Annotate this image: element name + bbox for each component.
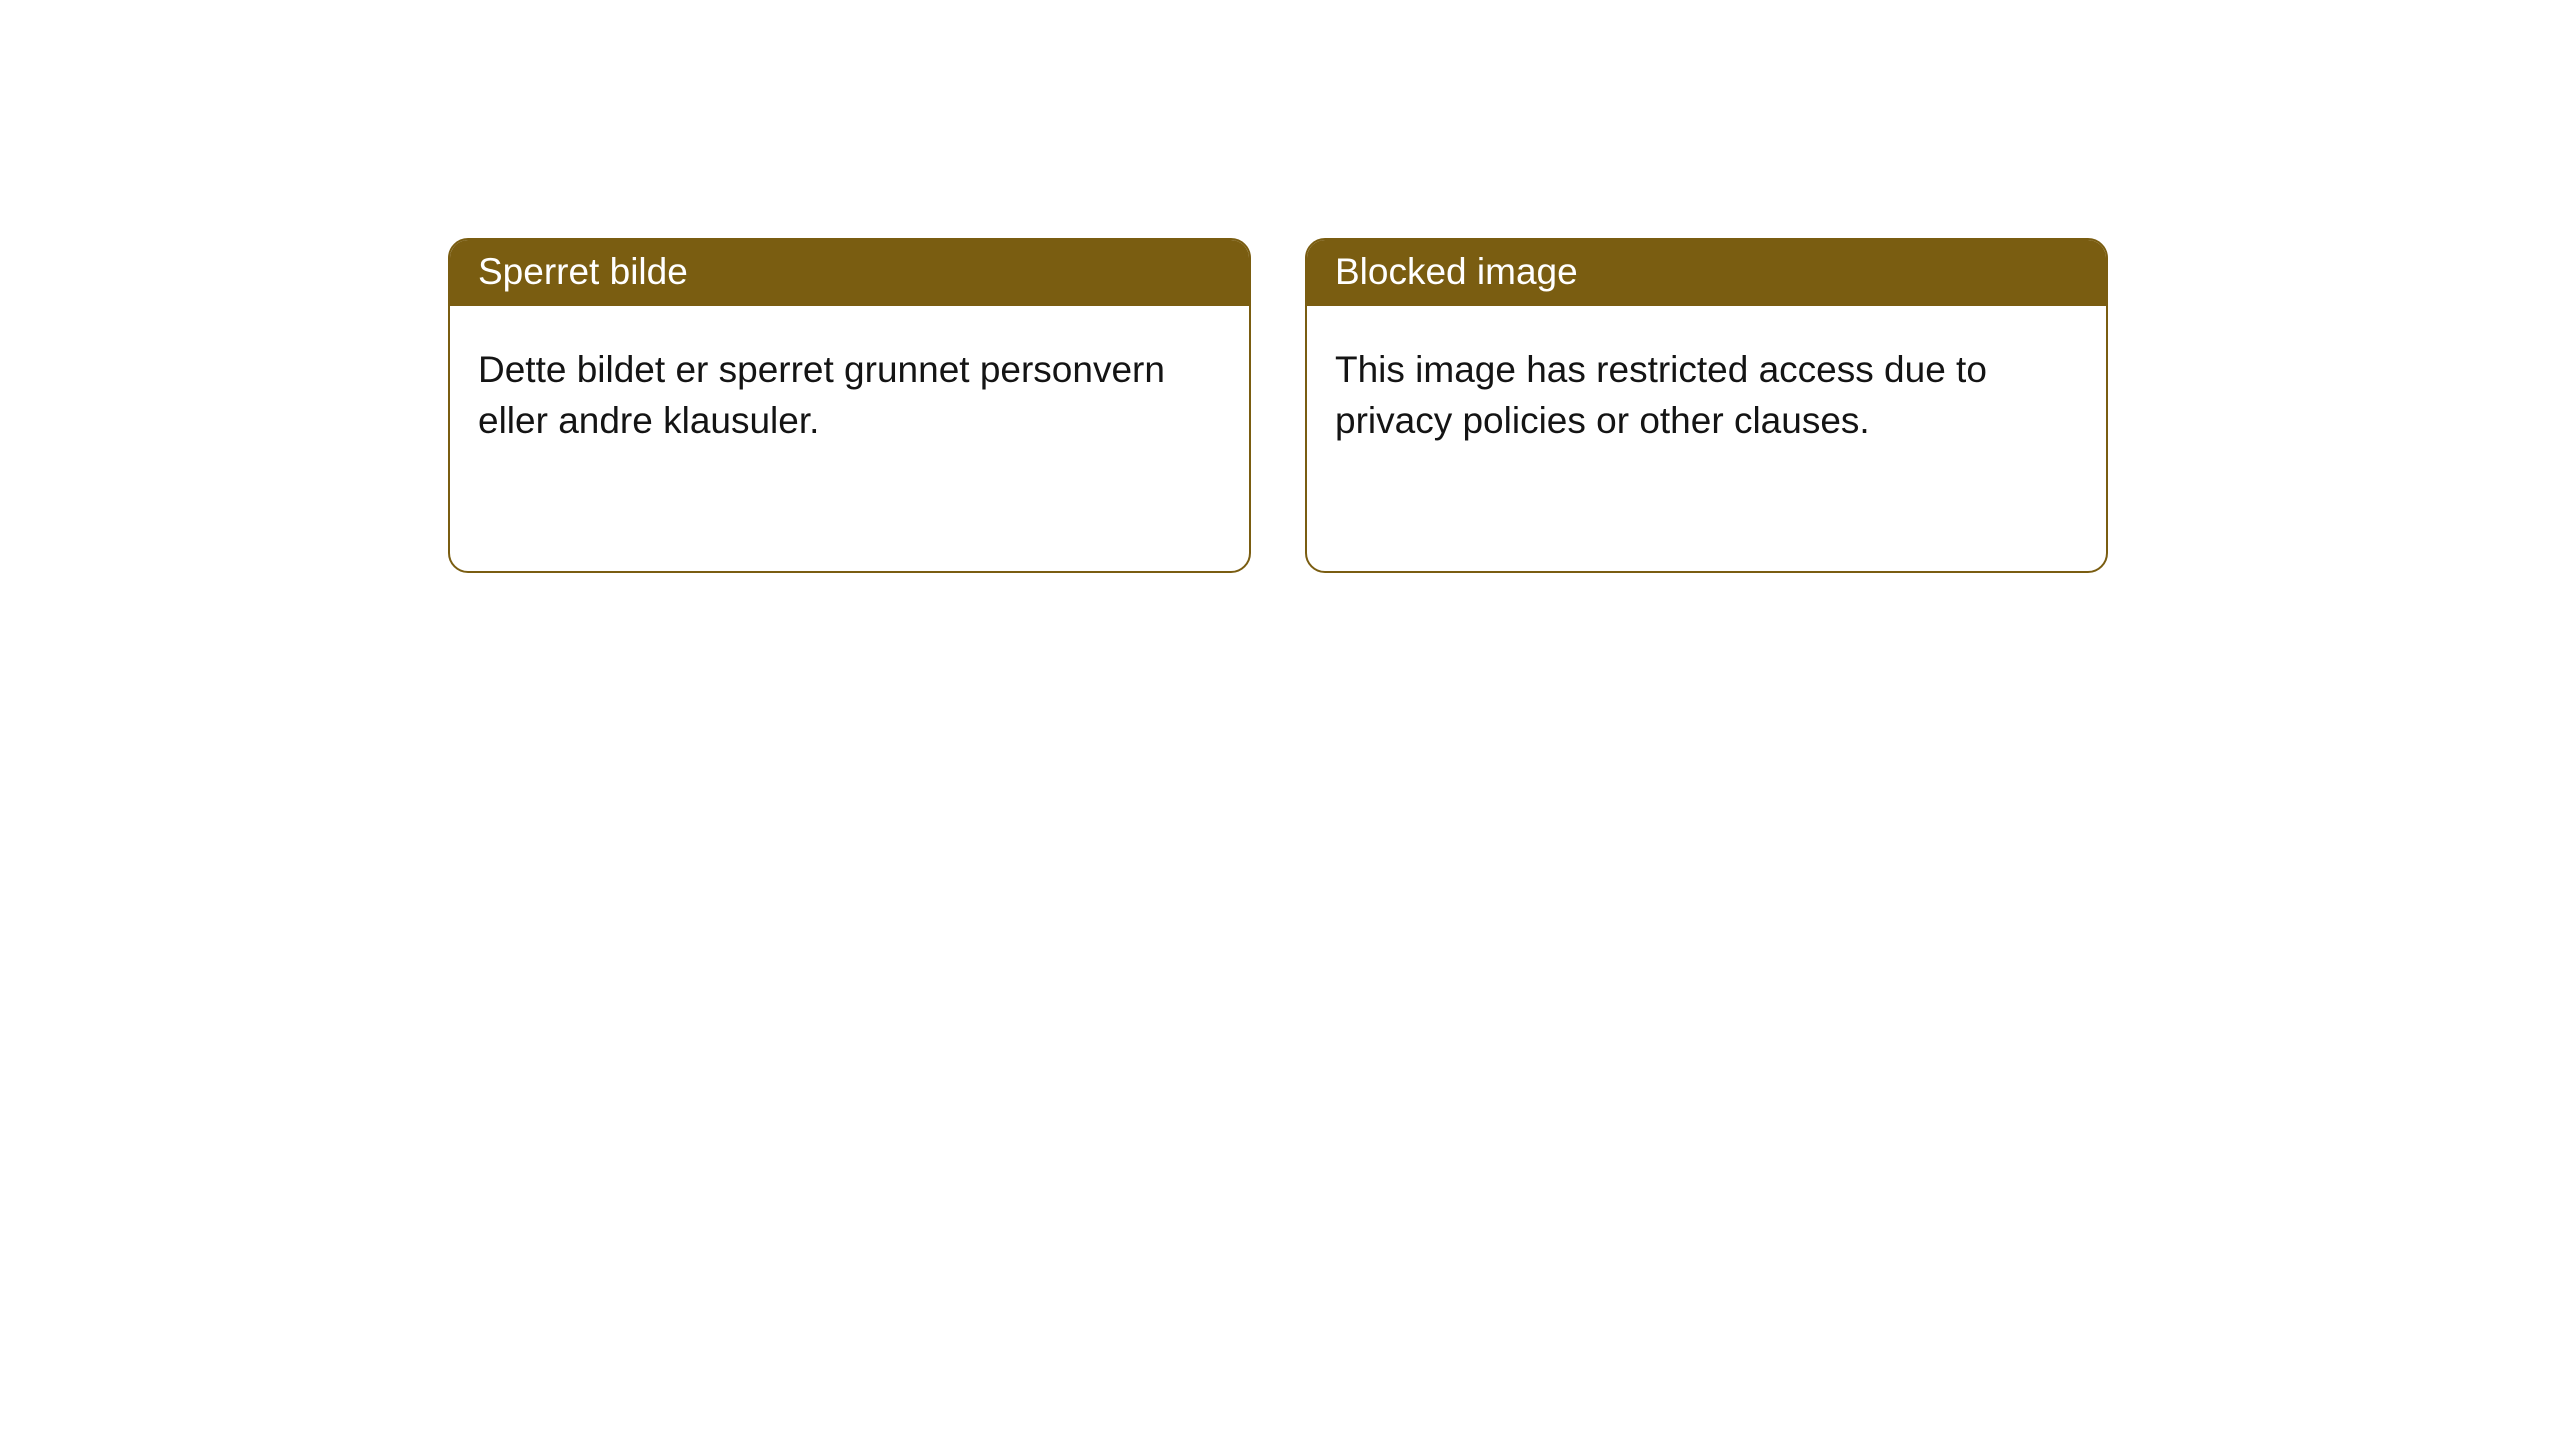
notice-card-norwegian: Sperret bilde Dette bildet er sperret gr… [448,238,1251,573]
notice-header: Blocked image [1307,240,2106,306]
notice-body: This image has restricted access due to … [1307,306,2106,484]
notice-container: Sperret bilde Dette bildet er sperret gr… [0,0,2560,573]
notice-card-english: Blocked image This image has restricted … [1305,238,2108,573]
notice-body: Dette bildet er sperret grunnet personve… [450,306,1249,484]
notice-header: Sperret bilde [450,240,1249,306]
